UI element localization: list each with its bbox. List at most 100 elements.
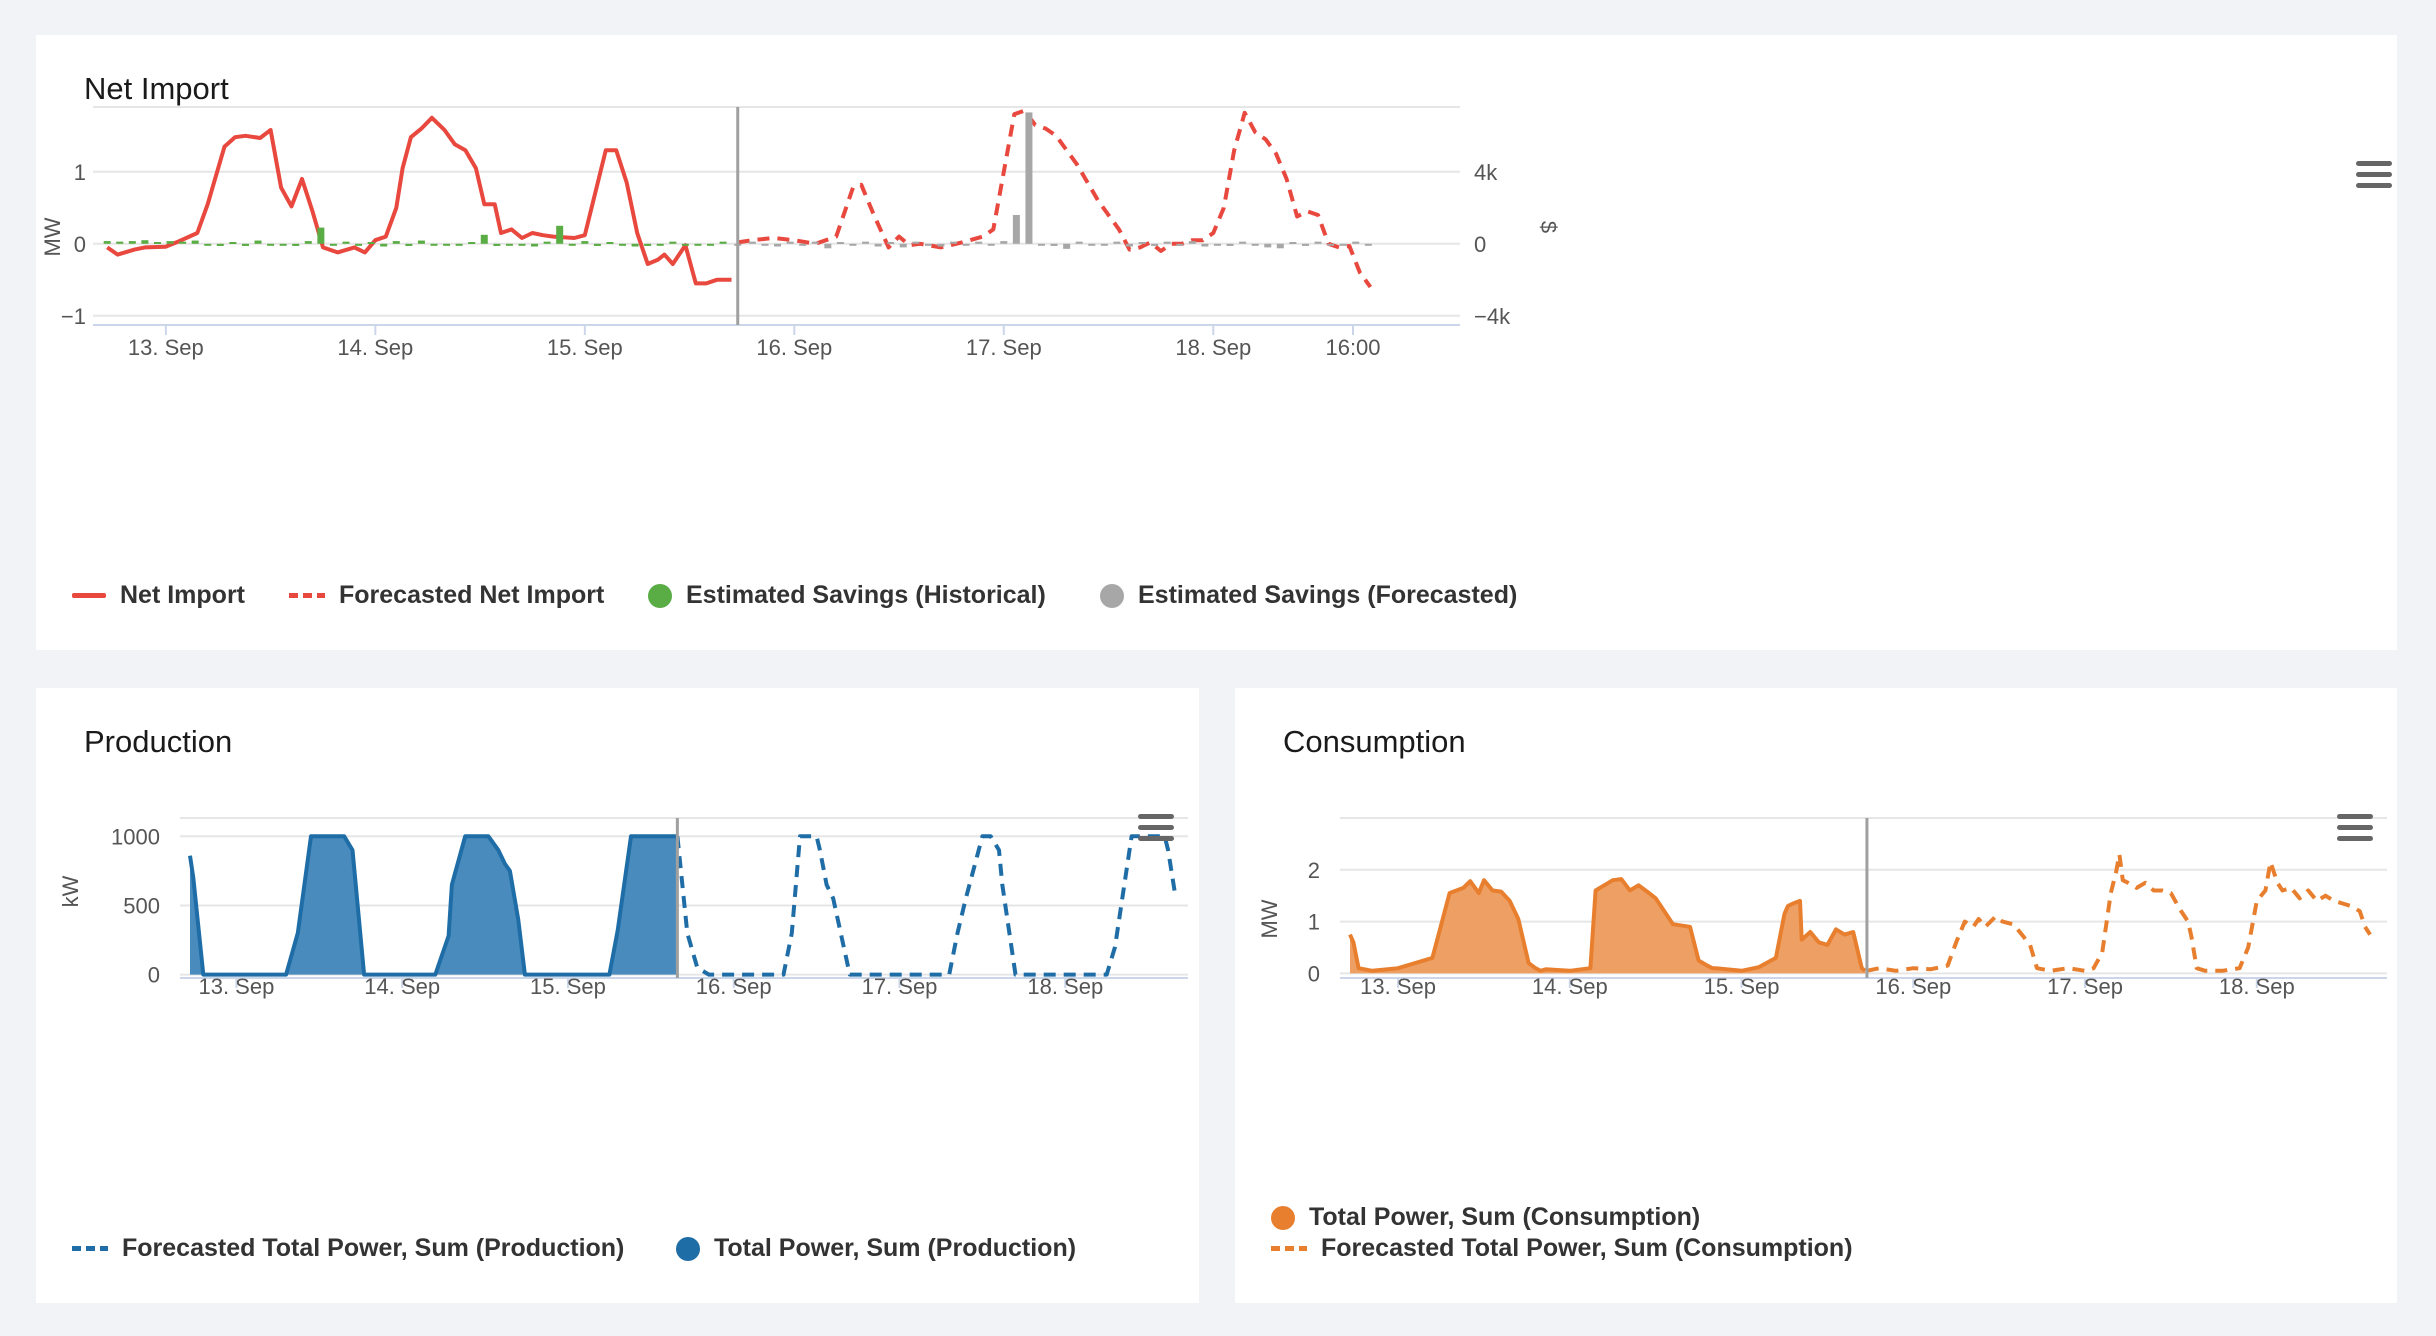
savings-bar	[887, 242, 895, 244]
series-line	[188, 834, 678, 977]
net-import-chart: −1 0 1 −4k 0 4k $ MW 13. Sep 14. Sep 15. Sep 16. Se…	[40, 106, 1561, 360]
x-tick-label: 16. Sep	[756, 335, 832, 360]
savings-bar	[1163, 241, 1171, 244]
savings-bar	[1276, 243, 1284, 249]
legend-item-forecasted-consumption[interactable]: Forecasted Total Power, Sum (Consumption…	[1271, 1234, 1853, 1263]
savings-bar	[1289, 242, 1297, 244]
legend-label: Forecasted Total Power, Sum (Production)	[122, 1234, 625, 1262]
legend-symbol	[648, 583, 672, 608]
legend-item-net-import[interactable]: Net Import	[72, 581, 245, 610]
savings-bar	[1012, 215, 1020, 244]
x-tick-label: 15. Sep	[547, 335, 623, 360]
savings-bar	[1213, 243, 1221, 246]
savings-bar	[1201, 243, 1209, 247]
savings-bar	[179, 241, 187, 244]
savings-bar	[761, 243, 769, 246]
legend-label: Total Power, Sum (Production)	[714, 1234, 1077, 1262]
savings-bar	[128, 241, 136, 244]
savings-bar	[1113, 241, 1121, 244]
savings-bar	[405, 243, 413, 246]
savings-bar	[987, 243, 995, 246]
x-tick-label: 15. Sep	[530, 974, 606, 999]
savings-bar	[1075, 241, 1083, 244]
x-tick-label: 16. Sep	[696, 974, 772, 999]
savings-bar	[1264, 243, 1272, 248]
x-tick-label: 13. Sep	[198, 974, 274, 999]
savings-bar	[1301, 243, 1309, 246]
legend-item-production[interactable]: Total Power, Sum (Production)	[676, 1234, 1076, 1263]
savings-bar	[1188, 241, 1196, 244]
legend-item-savings-historical[interactable]: Estimated Savings (Historical)	[648, 581, 1046, 610]
savings-bar	[531, 243, 539, 247]
card-title: Production	[84, 724, 233, 759]
x-tick-label: 14. Sep	[337, 335, 413, 360]
savings-bar	[849, 243, 857, 246]
savings-bar	[1339, 243, 1347, 246]
savings-bar	[962, 243, 970, 246]
legend-symbol	[1271, 1246, 1307, 1251]
legend-item-forecasted-net-import[interactable]: Forecasted Net Import	[289, 581, 604, 610]
net-import-card: Net Import −1 0 1 −4k 0 4k $ MW 13. Sep 14. Sep 15…	[36, 35, 2397, 650]
hamburger-menu-icon[interactable]	[1138, 811, 1174, 841]
y-tick-label: 2	[1308, 858, 1320, 883]
series-area	[1350, 879, 1866, 974]
y-axis-title: MW	[1257, 899, 1282, 938]
legend-symbol	[72, 593, 106, 598]
series-line	[675, 834, 1177, 977]
savings-bar	[581, 241, 589, 244]
series-line	[106, 115, 732, 286]
savings-bar	[1050, 243, 1058, 246]
savings-bar	[153, 242, 161, 244]
savings-bar	[1038, 243, 1046, 246]
y-tick-label: 0	[148, 963, 160, 988]
savings-bar	[811, 241, 819, 244]
savings-bar	[1125, 243, 1133, 247]
savings-bar	[279, 243, 287, 246]
savings-bar	[292, 243, 300, 246]
legend-item-consumption[interactable]: Total Power, Sum (Consumption)	[1271, 1203, 1700, 1232]
savings-bar	[443, 243, 451, 246]
legend-label: Forecasted Net Import	[339, 581, 605, 609]
legend-item-forecasted-production[interactable]: Forecasted Total Power, Sum (Production)	[72, 1234, 624, 1263]
savings-bar	[1327, 243, 1335, 246]
hamburger-menu-icon[interactable]	[2337, 811, 2373, 841]
y-tick-label: 1000	[111, 824, 160, 849]
legend-symbol	[1100, 583, 1124, 608]
series-line	[1866, 852, 2372, 973]
savings-bar	[141, 240, 149, 244]
savings-bar	[912, 241, 920, 244]
x-tick-label: 17. Sep	[966, 335, 1042, 360]
savings-bar	[937, 243, 945, 247]
savings-bar	[694, 243, 702, 246]
x-tick-label: 13. Sep	[128, 335, 204, 360]
legend-symbol	[676, 1236, 700, 1261]
series-area	[190, 836, 678, 975]
savings-bar	[836, 242, 844, 244]
y2-tick-label: 0	[1474, 232, 1486, 257]
y-axis-title: kW	[58, 875, 83, 907]
x-tick-label: 13. Sep	[1360, 974, 1436, 999]
x-tick-label: 18. Sep	[1175, 335, 1251, 360]
y-tick-label: 500	[123, 893, 160, 918]
savings-bar	[229, 242, 237, 244]
savings-bar	[669, 241, 677, 244]
legend-item-savings-forecasted[interactable]: Estimated Savings (Forecasted)	[1100, 581, 1517, 610]
hamburger-menu-icon[interactable]	[2356, 158, 2392, 188]
savings-bar	[1088, 243, 1096, 246]
savings-bar	[874, 243, 882, 247]
savings-bar	[899, 243, 907, 248]
savings-bar	[430, 243, 438, 246]
savings-bar	[543, 241, 551, 244]
x-tick-label: 16. Sep	[1875, 974, 1951, 999]
x-tick-label: 18. Sep	[1027, 974, 1103, 999]
x-tick-label: 15. Sep	[1704, 974, 1780, 999]
legend-label: Net Import	[120, 581, 245, 609]
savings-bar	[417, 240, 425, 244]
savings-bar	[1100, 243, 1108, 246]
card-title: Net Import	[84, 71, 229, 106]
savings-bar	[1314, 241, 1322, 244]
savings-bar	[267, 243, 275, 246]
savings-bar	[681, 243, 689, 246]
savings-bar	[392, 241, 400, 244]
y-tick-label: 1	[74, 160, 86, 185]
